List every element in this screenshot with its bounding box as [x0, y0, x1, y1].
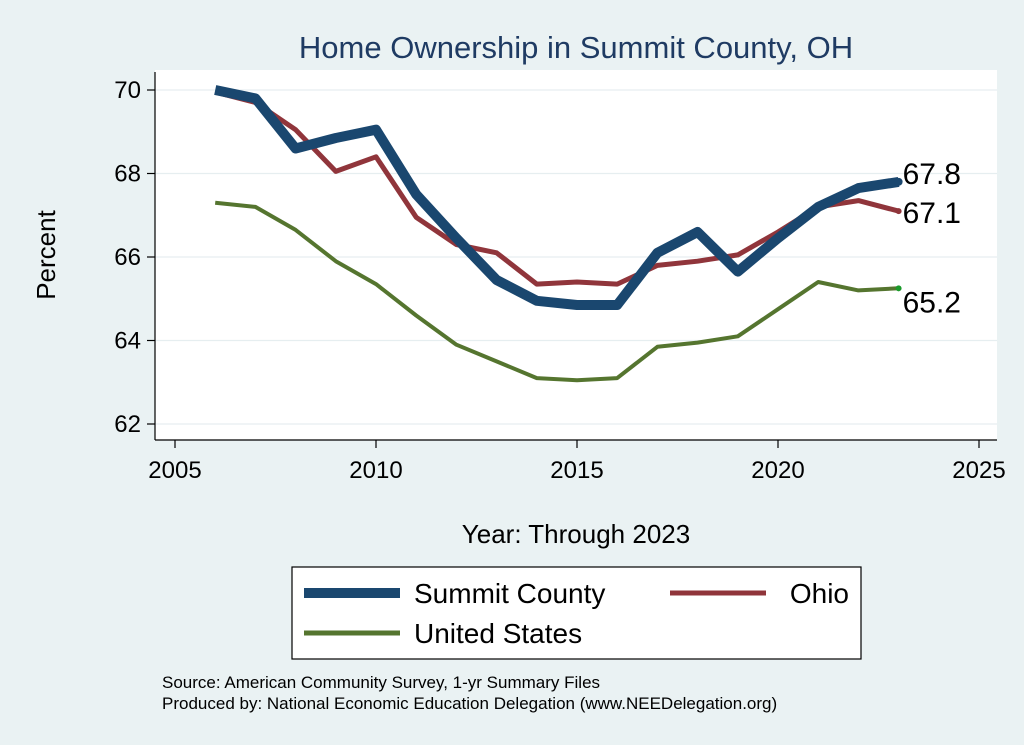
series-line-united-states [214, 200, 899, 383]
x-tick-label: 2025 [952, 457, 1005, 484]
end-point-summit-county [894, 177, 903, 186]
legend-label-united-states: United States [414, 618, 582, 649]
end-label-summit-county: 67.8 [903, 158, 961, 191]
series-lines [214, 85, 903, 383]
legend-box [291, 566, 862, 660]
x-tick-label: 2010 [349, 457, 402, 484]
y-tick-label: 68 [114, 161, 141, 188]
y-tick-label: 62 [114, 411, 141, 438]
chart-title: Home Ownership in Summit County, OH [299, 30, 853, 65]
source-note: Source: American Community Survey, 1-yr … [162, 673, 600, 692]
axes: 62 64 66 68 70 2005 2010 2015 2020 2025 [114, 72, 1006, 484]
y-tick-label: 70 [114, 77, 141, 104]
series-line-summit-county [214, 85, 900, 310]
legend-label-summit-county: Summit County [414, 578, 605, 609]
legend: Summit County Ohio United States [291, 566, 862, 660]
end-label-ohio: 67.1 [903, 197, 961, 230]
x-tick-label: 2015 [550, 457, 603, 484]
end-labels: 65.2 67.1 67.8 [903, 158, 961, 319]
end-point-united-states [895, 285, 902, 292]
x-tick-label: 2020 [751, 457, 804, 484]
x-tick-label: 2005 [148, 457, 201, 484]
x-axis-label: Year: Through 2023 [462, 519, 690, 549]
legend-label-ohio: Ohio [790, 578, 849, 609]
end-label-united-states: 65.2 [903, 286, 961, 319]
end-point-ohio [895, 208, 902, 215]
y-tick-label: 66 [114, 244, 141, 271]
y-tick-label: 64 [114, 328, 141, 355]
producer-note: Produced by: National Economic Education… [162, 694, 777, 713]
y-axis-label: Percent [31, 209, 61, 299]
grid [155, 89, 997, 425]
